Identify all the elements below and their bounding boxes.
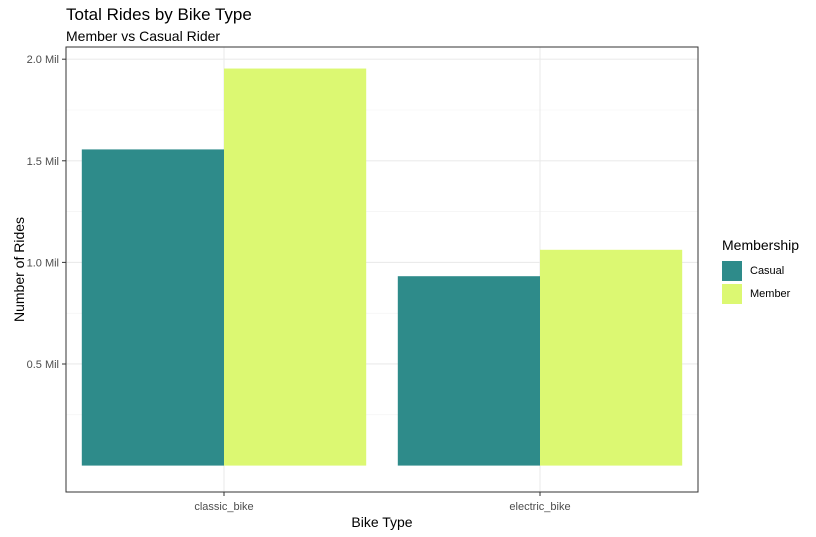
y-axis: 0.5 Mil 1.0 Mil 1.5 Mil 2.0 Mil (27, 54, 66, 371)
legend-swatch-member (722, 283, 742, 304)
y-tick-label: 2.0 Mil (27, 54, 59, 66)
x-tick-label: electric_bike (509, 501, 570, 513)
y-tick-label: 1.5 Mil (27, 156, 59, 168)
plot-panel-border (65, 46, 699, 493)
bar-member-classic_bike (224, 68, 367, 466)
chart-title: Total Rides by Bike Type (66, 5, 252, 24)
legend-label-casual: Casual (750, 264, 785, 277)
y-tick-label: 0.5 Mil (27, 359, 59, 371)
legend-swatch-casual (722, 260, 742, 281)
y-axis-label: Number of Rides (11, 217, 27, 322)
x-axis-label: Bike Type (351, 514, 412, 530)
bar-member-electric_bike (540, 249, 683, 466)
chart-subtitle: Member vs Casual Rider (66, 28, 221, 44)
bar-casual-classic_bike (81, 149, 224, 466)
legend: Membership Casual Member (722, 237, 799, 305)
legend-item-member: Member (722, 282, 799, 305)
bar-casual-electric_bike (397, 276, 540, 466)
legend-label-member: Member (750, 287, 791, 300)
y-tick-label: 1.0 Mil (27, 257, 59, 269)
bars (81, 68, 683, 466)
legend-title: Membership (722, 237, 800, 253)
x-axis: classic_bike electric_bike (194, 492, 571, 513)
legend-item-casual: Casual (722, 259, 799, 282)
x-tick-label: classic_bike (194, 501, 253, 513)
